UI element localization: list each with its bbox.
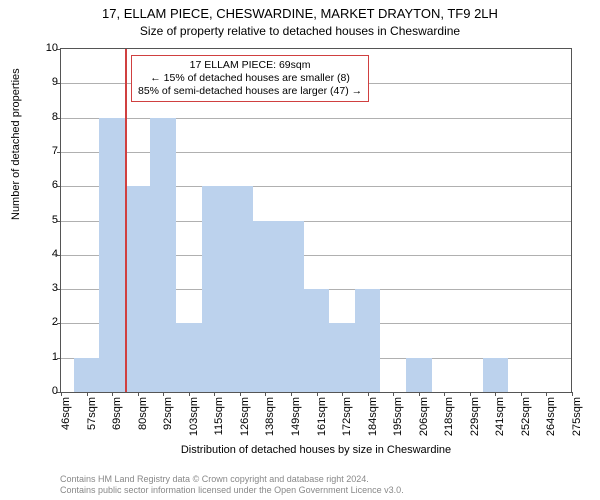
x-tick-label: 46sqm [60,397,72,442]
y-tick-label: 4 [38,248,58,260]
x-tick-mark [419,392,420,396]
histogram-bar [125,186,151,392]
x-tick-mark [291,392,292,396]
x-tick-label: 206sqm [418,397,430,442]
histogram-bar [483,358,509,392]
property-marker-line [125,49,127,392]
y-tick-label: 5 [38,214,58,226]
x-tick-label: 184sqm [367,397,379,442]
y-tick-label: 0 [38,385,58,397]
gridline [61,152,571,153]
x-tick-mark [393,392,394,396]
histogram-bar [150,118,176,392]
x-tick-label: 229sqm [469,397,481,442]
x-tick-mark [470,392,471,396]
x-tick-mark [163,392,164,396]
chart-title-main: 17, ELLAM PIECE, CHESWARDINE, MARKET DRA… [0,6,600,21]
x-tick-label: 275sqm [571,397,583,442]
x-tick-mark [546,392,547,396]
x-tick-label: 241sqm [494,397,506,442]
x-tick-label: 115sqm [213,397,225,442]
x-tick-label: 195sqm [392,397,404,442]
x-tick-mark [138,392,139,396]
y-tick-label: 6 [38,179,58,191]
histogram-bar [176,323,202,392]
footer-line-2: Contains public sector information licen… [60,485,404,496]
x-tick-mark [342,392,343,396]
histogram-bar [329,323,355,392]
x-tick-label: 92sqm [162,397,174,442]
x-tick-mark [240,392,241,396]
histogram-bar [355,289,381,392]
y-tick-label: 1 [38,351,58,363]
x-tick-mark [368,392,369,396]
histogram-bar [304,289,330,392]
y-tick-label: 8 [38,111,58,123]
y-axis-label: Number of detached properties [10,68,22,220]
footer-line-1: Contains HM Land Registry data © Crown c… [60,474,404,485]
histogram-bar [99,118,125,392]
annotation-line: ← 15% of detached houses are smaller (8) [138,72,362,85]
x-axis-label: Distribution of detached houses by size … [60,444,572,456]
histogram-bar [406,358,432,392]
footer-attribution: Contains HM Land Registry data © Crown c… [60,474,404,496]
x-tick-mark [87,392,88,396]
histogram-bar [227,186,253,392]
annotation-box: 17 ELLAM PIECE: 69sqm← 15% of detached h… [131,55,369,102]
x-tick-mark [521,392,522,396]
x-tick-label: 161sqm [316,397,328,442]
x-tick-label: 252sqm [520,397,532,442]
chart-title-sub: Size of property relative to detached ho… [0,24,600,38]
histogram-bar [278,221,304,393]
histogram-bar [74,358,100,392]
y-tick-label: 3 [38,282,58,294]
annotation-line: 85% of semi-detached houses are larger (… [138,85,362,98]
plot-area: 17 ELLAM PIECE: 69sqm← 15% of detached h… [60,48,572,393]
y-tick-label: 2 [38,316,58,328]
x-tick-mark [317,392,318,396]
x-tick-label: 218sqm [443,397,455,442]
x-tick-label: 126sqm [239,397,251,442]
x-tick-label: 57sqm [86,397,98,442]
gridline [61,118,571,119]
annotation-line: 17 ELLAM PIECE: 69sqm [138,59,362,72]
x-tick-mark [265,392,266,396]
x-tick-label: 103sqm [188,397,200,442]
x-tick-mark [61,392,62,396]
x-tick-mark [112,392,113,396]
x-tick-mark [214,392,215,396]
x-tick-mark [444,392,445,396]
x-tick-label: 172sqm [341,397,353,442]
x-tick-label: 69sqm [111,397,123,442]
histogram-bar [202,186,228,392]
x-tick-mark [572,392,573,396]
x-tick-label: 80sqm [137,397,149,442]
y-tick-label: 7 [38,145,58,157]
x-tick-label: 264sqm [545,397,557,442]
histogram-bar [253,221,279,393]
x-tick-label: 149sqm [290,397,302,442]
y-tick-label: 9 [38,76,58,88]
x-tick-mark [189,392,190,396]
y-tick-label: 10 [38,42,58,54]
x-tick-label: 138sqm [264,397,276,442]
x-tick-mark [495,392,496,396]
